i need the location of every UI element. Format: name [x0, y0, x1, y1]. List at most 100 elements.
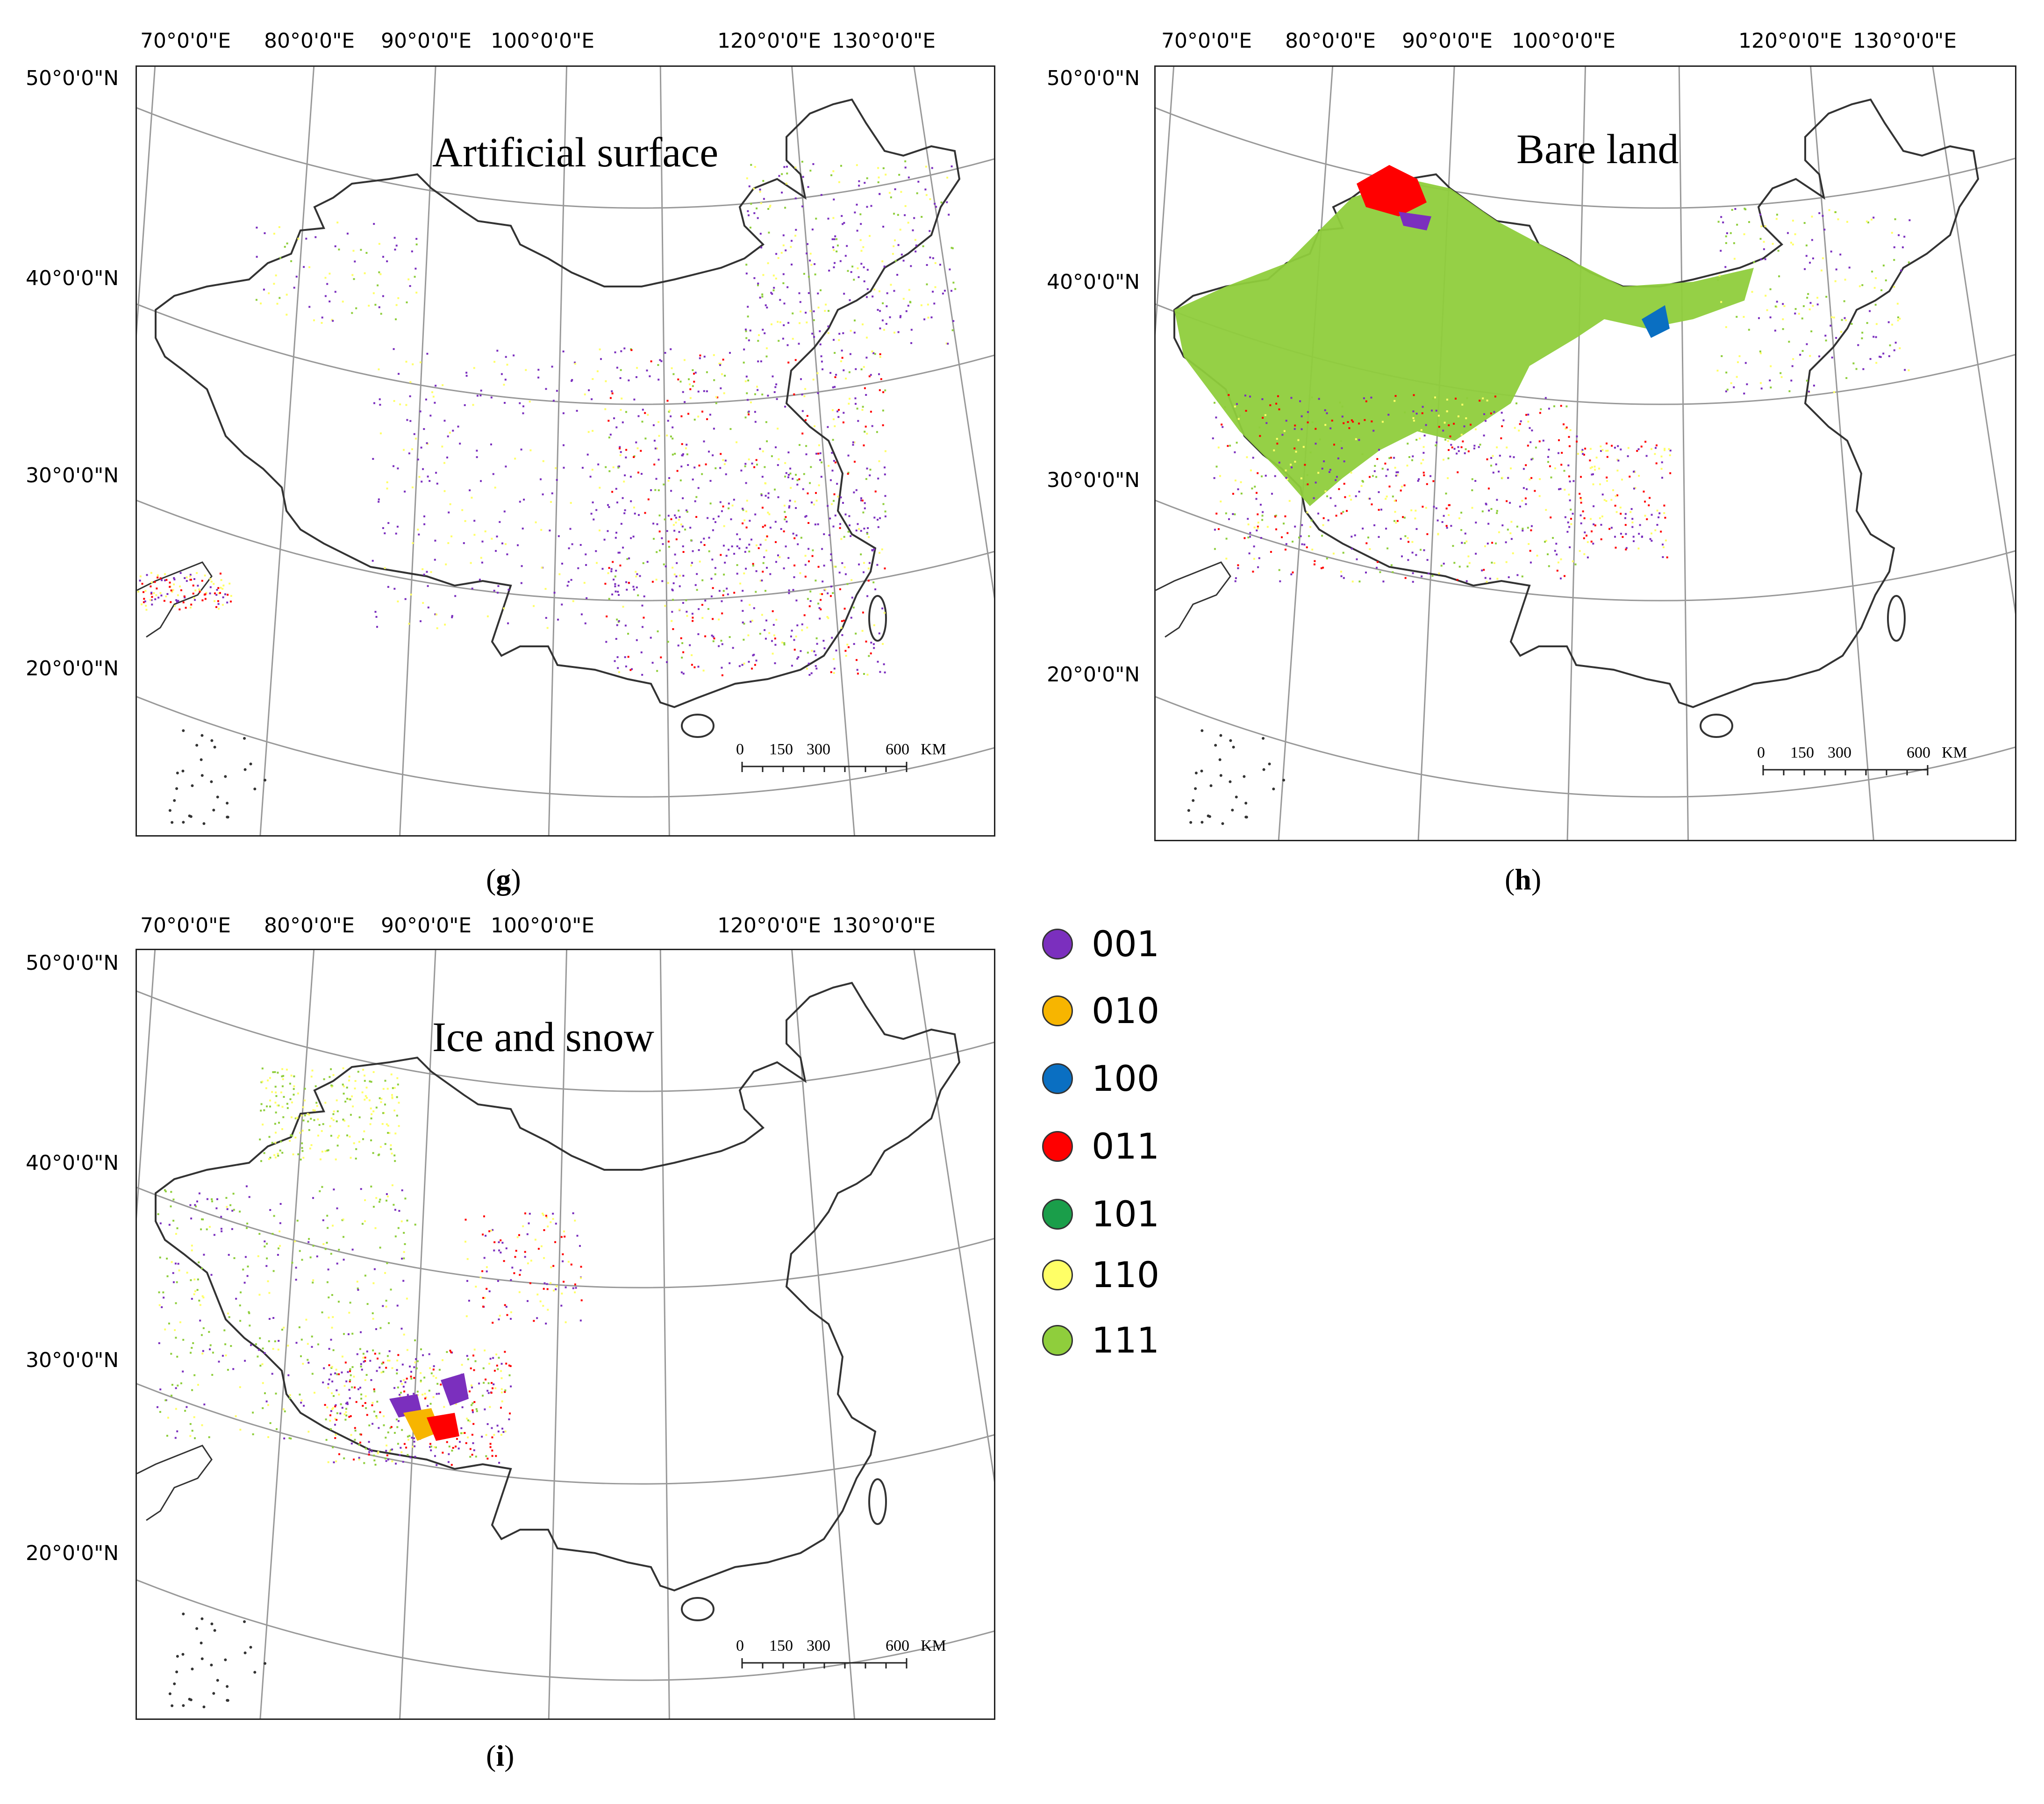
change-pixel [1360, 485, 1363, 487]
change-pixel [302, 1119, 305, 1122]
change-pixel [358, 1458, 360, 1460]
change-pixel [176, 1355, 179, 1358]
change-pixel [1794, 312, 1796, 315]
change-pixel [416, 1360, 419, 1362]
change-pixel [778, 340, 780, 342]
change-pixel [1617, 459, 1620, 462]
change-pixel [819, 343, 822, 345]
change-pixel [707, 608, 709, 610]
change-pixel [579, 544, 582, 546]
change-pixel [644, 412, 646, 414]
change-pixel [1394, 500, 1396, 502]
hainan-outline [1700, 714, 1733, 738]
change-pixel [643, 595, 645, 598]
change-pixel [715, 467, 717, 469]
change-pixel [335, 1158, 337, 1160]
change-pixel [1568, 494, 1570, 496]
change-pixel [355, 1158, 357, 1160]
change-pixel [395, 532, 397, 535]
scale-unit: KM [1942, 744, 1967, 761]
change-pixel [893, 290, 895, 292]
change-pixel [1616, 494, 1618, 496]
latitude-line [1156, 696, 2015, 798]
change-pixel [711, 558, 714, 561]
island-dot [212, 809, 215, 812]
change-pixel [336, 1099, 338, 1102]
change-pixel [1458, 566, 1461, 568]
change-pixel [793, 649, 796, 651]
change-pixel [413, 1377, 415, 1379]
change-pixel [640, 651, 643, 653]
change-pixel [756, 208, 758, 209]
change-pixel [396, 1426, 399, 1428]
change-pixel [1855, 368, 1858, 370]
change-pixel [201, 599, 204, 601]
change-pixel [1465, 580, 1468, 582]
change-pixel [465, 1240, 466, 1243]
change-pixel [308, 1129, 310, 1131]
change-pixel [472, 1442, 474, 1444]
change-pixel [216, 589, 218, 591]
change-pixel [348, 1389, 350, 1391]
change-pixel [878, 373, 880, 375]
change-pixel [775, 561, 777, 563]
change-pixel [1493, 411, 1495, 413]
change-pixel [393, 400, 395, 402]
change-pixel [1549, 465, 1551, 467]
change-pixel [1644, 501, 1646, 503]
change-pixel [866, 269, 869, 271]
change-pixel [354, 1430, 357, 1432]
change-pixel [1558, 452, 1559, 454]
change-pixel [800, 537, 802, 539]
change-pixel [754, 411, 756, 413]
change-pixel [859, 239, 862, 241]
change-pixel [423, 515, 425, 517]
change-pixel [519, 1274, 521, 1276]
legend-swatch [1042, 1259, 1073, 1290]
taiwan-outline [868, 1478, 887, 1525]
change-pixel [1262, 511, 1264, 513]
change-pixel [878, 632, 880, 635]
change-pixel [1451, 446, 1453, 449]
change-pixel [565, 1321, 567, 1324]
change-pixel [1499, 455, 1501, 457]
change-pixel [1474, 480, 1477, 482]
change-pixel [336, 1419, 338, 1421]
change-pixel [357, 1289, 359, 1291]
change-pixel [268, 1318, 271, 1320]
change-pixel [1334, 505, 1336, 507]
change-pixel [400, 1380, 402, 1382]
change-pixel [390, 1449, 392, 1451]
change-pixel [866, 288, 869, 290]
change-pixel [761, 394, 764, 396]
change-pixel [499, 521, 501, 523]
change-pixel [443, 490, 446, 492]
change-pixel [192, 584, 194, 587]
change-pixel [1290, 464, 1292, 466]
change-pixel [832, 418, 835, 421]
change-pixel [331, 1294, 333, 1296]
change-pixel [454, 595, 457, 597]
change-pixel [924, 188, 927, 191]
change-pixel [810, 264, 813, 266]
change-pixel [1388, 457, 1391, 459]
change-pixel [750, 621, 752, 623]
latitude-line [137, 1187, 994, 1289]
change-pixel [553, 1289, 555, 1292]
change-pixel [1457, 446, 1459, 448]
change-pixel [1271, 493, 1273, 495]
change-pixel [701, 410, 703, 413]
change-pixel [1769, 288, 1772, 290]
change-pixel [1806, 379, 1808, 382]
change-pixel [506, 364, 508, 366]
change-pixel [492, 1322, 494, 1324]
change-pixel [773, 391, 776, 393]
change-pixel [658, 421, 660, 423]
change-pixel [1365, 542, 1368, 544]
change-pixel [765, 539, 767, 541]
change-pixel [744, 463, 747, 465]
change-pixel [1898, 234, 1900, 236]
change-pixel [379, 1352, 380, 1354]
change-pixel [260, 1103, 263, 1105]
change-pixel [722, 358, 724, 361]
